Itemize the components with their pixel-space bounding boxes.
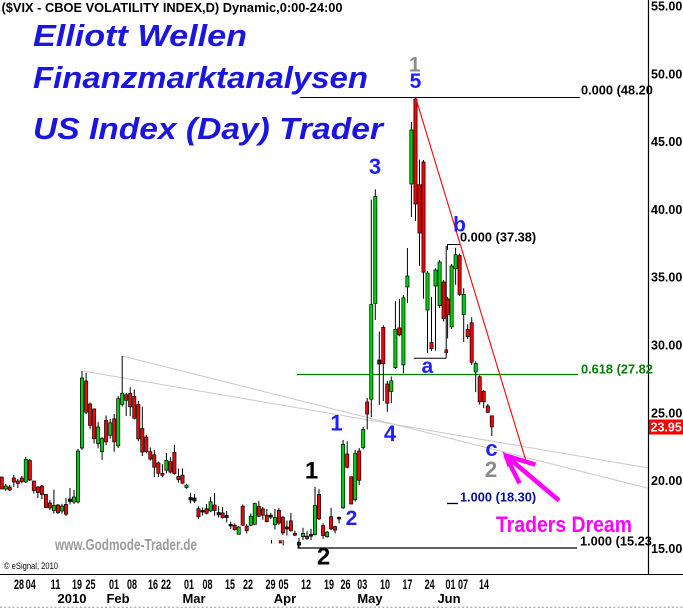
svg-text:11: 11 [51,577,61,592]
svg-text:1: 1 [330,411,342,436]
svg-text:US Index (Day) Trader: US Index (Day) Trader [33,112,385,146]
svg-text:Traders Dream: Traders Dream [496,512,632,537]
svg-text:© eSignal, 2010: © eSignal, 2010 [4,561,58,572]
svg-text:15: 15 [225,577,235,592]
svg-text:Feb: Feb [106,591,129,606]
svg-text:($VIX - CBOE VOLATILITY INDEX,: ($VIX - CBOE VOLATILITY INDEX,D) Dynamic… [2,0,343,15]
svg-text:17: 17 [402,577,412,592]
svg-text:04: 04 [26,577,36,592]
svg-text:22: 22 [243,577,253,592]
svg-text:25.00: 25.00 [651,406,682,420]
svg-text:40.00: 40.00 [651,203,682,217]
svg-text:0.000 (37.38): 0.000 (37.38) [460,230,536,245]
svg-text:0.000 (48.20: 0.000 (48.20 [581,83,653,98]
svg-text:20.00: 20.00 [651,474,682,488]
svg-text:1: 1 [409,54,421,77]
svg-text:2: 2 [485,457,498,482]
svg-text:2: 2 [317,544,330,571]
svg-text:1.000 (15.23: 1.000 (15.23 [580,534,652,549]
svg-text:Elliott Wellen: Elliott Wellen [33,19,247,53]
svg-text:30.00: 30.00 [651,339,682,353]
svg-text:www.Godmode-Trader.de: www.Godmode-Trader.de [54,537,197,554]
svg-text:19: 19 [324,577,334,592]
svg-text:24: 24 [425,577,435,592]
svg-text:26: 26 [341,577,351,592]
svg-text:a: a [421,355,433,378]
svg-text:08: 08 [203,577,213,592]
svg-text:25: 25 [86,577,96,592]
svg-text:Mar: Mar [182,591,205,606]
svg-text:50.00: 50.00 [651,67,682,81]
svg-text:2010: 2010 [58,591,87,606]
svg-text:01: 01 [109,577,119,592]
svg-text:Apr: Apr [274,591,296,606]
svg-text:03: 03 [357,577,367,592]
svg-text:19: 19 [72,577,82,592]
svg-text:3: 3 [369,154,381,179]
svg-text:c: c [485,436,497,461]
svg-text:07: 07 [458,577,468,592]
svg-text:2: 2 [346,507,358,530]
svg-text:12: 12 [301,577,311,592]
svg-text:45.00: 45.00 [651,135,682,149]
svg-text:b: b [453,214,466,237]
svg-text:1: 1 [305,458,318,485]
svg-text:1.000 (18.30): 1.000 (18.30) [460,490,536,505]
svg-text:0.618 (27.82: 0.618 (27.82 [581,362,653,377]
svg-text:01: 01 [446,577,456,592]
svg-text:23.95: 23.95 [651,421,682,435]
svg-text:08: 08 [127,577,137,592]
svg-text:5: 5 [410,70,422,93]
svg-text:Finanzmarktanalysen: Finanzmarktanalysen [33,61,368,95]
svg-text:22: 22 [161,577,171,592]
svg-text:16: 16 [148,577,158,592]
svg-text:29: 29 [266,577,276,592]
svg-text:28: 28 [14,577,24,592]
svg-text:14: 14 [479,577,489,592]
svg-text:05: 05 [279,577,289,592]
svg-text:01: 01 [184,577,194,592]
svg-text:35.00: 35.00 [651,271,682,285]
svg-text:May: May [357,591,383,606]
svg-text:55.00: 55.00 [651,0,682,14]
svg-text:Jun: Jun [437,591,460,606]
svg-text:15.00: 15.00 [651,542,682,556]
svg-text:4: 4 [384,421,397,446]
svg-text:10: 10 [380,577,390,592]
